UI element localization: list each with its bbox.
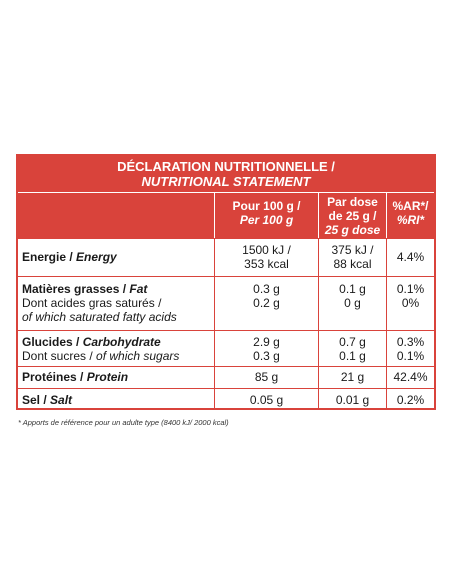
carb-ar: 0.3% 0.1% <box>386 331 434 366</box>
label-fat-en: Fat <box>129 282 148 296</box>
header-ar: %AR*/ %RI* <box>386 193 434 238</box>
label-salt-fr: Sel / <box>22 393 51 407</box>
label-energy-fr: Energie / <box>22 250 77 264</box>
label-carb-fr: Glucides / <box>22 335 83 349</box>
energy-per-100g: 1500 kJ / 353 kcal <box>214 239 318 276</box>
footnote: * Apports de référence pour un adulte ty… <box>18 418 229 427</box>
salt-ar: 0.2% <box>386 389 434 410</box>
protein-ar: 42.4% <box>386 367 434 388</box>
label-protein-en: Protein <box>86 370 129 384</box>
header-empty <box>18 193 214 238</box>
title-fr: DÉCLARATION NUTRITIONNELLE / <box>117 159 335 174</box>
header-per-100g: Pour 100 g / Per 100 g <box>214 193 318 238</box>
table-row-carbohydrate: Glucides / Carbohydrate Dont sucres / of… <box>18 330 434 366</box>
label-fat-fr: Matières grasses / <box>22 282 130 296</box>
fat-per-dose: 0.1 g 0 g <box>318 277 386 330</box>
label-protein-fr: Protéines / <box>22 370 87 384</box>
salt-per-dose: 0.01 g <box>318 389 386 410</box>
table-row-fat: Matières grasses / Fat Dont acides gras … <box>18 276 434 330</box>
carb-per-dose: 0.7 g 0.1 g <box>318 331 386 366</box>
label-sat-fat-en: of which saturated fatty acids <box>22 310 177 324</box>
label-sat-fat-fr: Dont acides gras saturés / <box>22 296 162 310</box>
table-row-energy: Energie / Energy 1500 kJ / 353 kcal 375 … <box>18 238 434 276</box>
table-title: DÉCLARATION NUTRITIONNELLE / NUTRITIONAL… <box>18 156 434 192</box>
table-header-row: Pour 100 g / Per 100 g Par dose de 25 g … <box>18 192 434 238</box>
nutrition-panel: DÉCLARATION NUTRITIONNELLE / NUTRITIONAL… <box>16 154 436 410</box>
label-salt-en: Salt <box>50 393 73 407</box>
protein-per-100g: 85 g <box>214 367 318 388</box>
label-energy-en: Energy <box>76 250 117 264</box>
energy-ar: 4.4% <box>386 239 434 276</box>
label-carb-en: Carbohydrate <box>82 335 161 349</box>
header-per-dose: Par dose de 25 g / 25 g dose <box>318 193 386 238</box>
label-sugars-en: of which sugars <box>96 349 180 363</box>
protein-per-dose: 21 g <box>318 367 386 388</box>
label-sugars-fr: Dont sucres / <box>22 349 97 363</box>
table-row-salt: Sel / Salt 0.05 g 0.01 g 0.2% <box>18 388 434 410</box>
fat-ar: 0.1% 0% <box>386 277 434 330</box>
carb-per-100g: 2.9 g 0.3 g <box>214 331 318 366</box>
table-row-protein: Protéines / Protein 85 g 21 g 42.4% <box>18 366 434 388</box>
energy-per-dose: 375 kJ / 88 kcal <box>318 239 386 276</box>
fat-per-100g: 0.3 g 0.2 g <box>214 277 318 330</box>
salt-per-100g: 0.05 g <box>214 389 318 410</box>
title-en: NUTRITIONAL STATEMENT <box>141 174 311 189</box>
